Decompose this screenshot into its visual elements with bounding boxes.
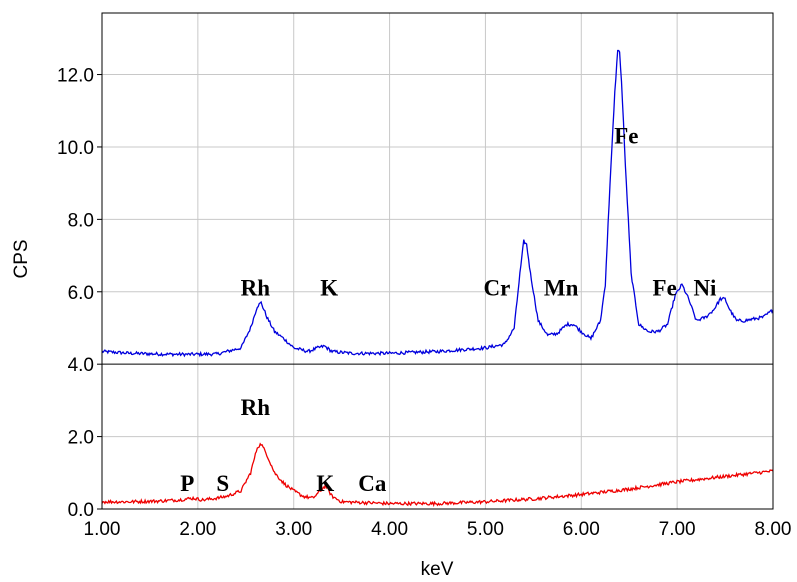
peak-label: S [216,471,229,496]
x-tick-label: 1.00 [84,519,121,540]
y-tick-label: 12.0 [57,66,94,87]
x-tick-label: 7.00 [659,519,696,540]
series-line-2 [101,442,774,508]
grid-lines [102,13,773,509]
tick-labels: 1.00 2.00 3.00 4.00 5.00 6.00 7.00 8.00 0.0 2.0 4.… [57,66,791,540]
peak-label: Rh [241,275,271,300]
peak-label: Ni [693,275,717,300]
x-tick-label: 5.00 [467,519,504,540]
y-tick-label: 10.0 [57,138,94,159]
x-tick-label: 8.00 [755,519,792,540]
plot-frame [97,12,774,510]
peak-label: P [180,471,194,496]
y-tick-label: 4.0 [68,355,94,376]
peak-label: K [316,471,334,496]
x-tick-label: 2.00 [179,519,216,540]
x-tick-label: 6.00 [563,519,600,540]
plot-border [101,12,774,510]
series-line-1 [101,49,774,358]
peak-label: Fe [653,275,677,300]
peak-label: K [320,275,338,300]
y-tick-label: 0.0 [68,500,94,521]
y-tick-label: 6.0 [68,283,94,304]
y-axis-title: CPS [11,239,32,278]
x-tick-label: 4.00 [371,519,408,540]
peak-label: Ca [358,471,387,496]
peak-label: Cr [484,275,511,300]
peak-label: Rh [241,395,271,420]
peak-label: Fe [614,123,638,148]
x-axis-title: keV [421,559,454,580]
y-tick-label: 2.0 [68,428,94,449]
x-tick-label: 3.00 [275,519,312,540]
peak-label: Mn [544,275,579,300]
y-tick-label: 8.0 [68,210,94,231]
spectrum-series [101,49,774,508]
peak-annotations: Rh K Cr Mn Fe Fe Ni Rh P S K Ca [180,123,717,496]
